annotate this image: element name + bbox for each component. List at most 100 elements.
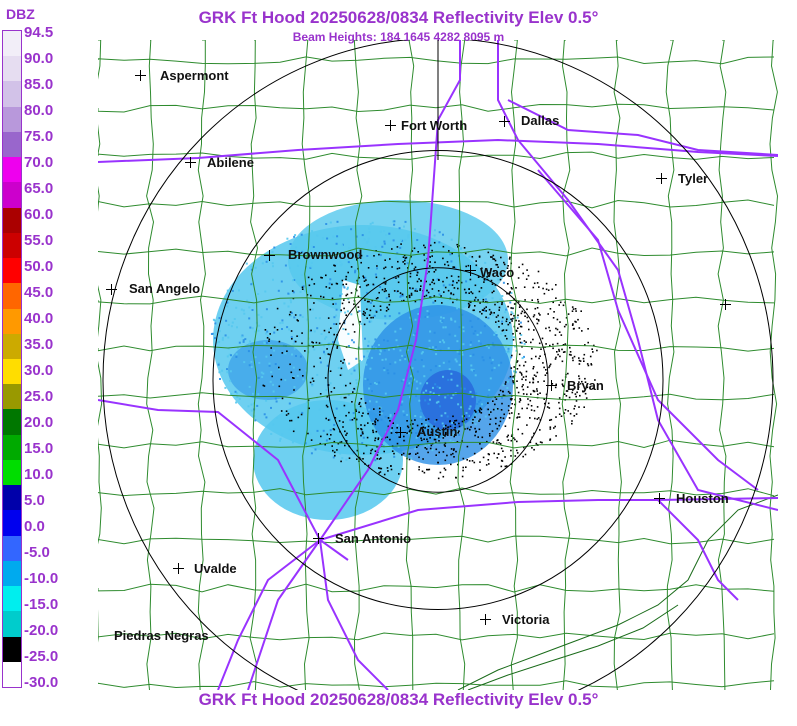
echo-speckle [339,396,342,399]
echo-speckle [420,352,423,355]
echo-speckle [370,419,373,422]
clutter-speckle [415,453,417,455]
echo-speckle [498,394,500,397]
clutter-speckle [506,267,509,269]
echo-speckle [420,359,423,361]
clutter-speckle [409,275,412,278]
clutter-speckle [558,413,561,415]
clutter-speckle [488,413,490,416]
echo-speckle [456,350,459,353]
echo-speckle [375,400,378,403]
clutter-speckle [571,310,574,312]
clutter-speckle [529,381,531,384]
clutter-speckle [402,261,404,263]
clutter-speckle [391,427,393,429]
clutter-speckle [409,287,411,289]
echo-speckle [256,404,259,407]
clutter-speckle [376,445,378,448]
clutter-speckle [501,323,503,325]
echo-speckle [367,344,370,347]
clutter-speckle [445,427,447,430]
echo-speckle [394,271,397,274]
echo-speckle [457,403,460,406]
clutter-speckle [446,276,448,279]
echo-speckle [339,294,342,297]
clutter-speckle [367,267,370,269]
echo-speckle [227,336,230,339]
clutter-speckle [398,436,401,438]
clutter-speckle [519,398,521,400]
echo-speckle [513,370,515,373]
clutter-speckle [442,257,444,260]
echo-speckle [384,322,387,325]
echo-speckle [335,314,338,317]
echo-speckle [322,429,325,432]
clutter-speckle [355,289,358,292]
clutter-speckle [554,358,557,360]
echo-speckle [468,407,471,410]
clutter-speckle [480,408,483,411]
clutter-speckle [498,442,500,444]
clutter-speckle [586,386,589,389]
clutter-speckle [350,266,353,268]
echo-speckle [376,267,378,270]
clutter-speckle [530,405,533,407]
echo-speckle [224,334,227,337]
echo-speckle [365,288,368,291]
echo-speckle [319,361,322,364]
echo-speckle [395,256,397,259]
clutter-speckle [470,426,472,428]
echo-speckle [310,261,313,264]
clutter-speckle [345,283,348,285]
echo-speckle [469,355,472,357]
echo-speckle [334,302,337,305]
clutter-speckle [312,380,315,382]
echo-speckle [346,404,348,407]
echo-speckle [435,436,438,439]
echo-speckle [415,436,418,439]
clutter-speckle [377,297,379,299]
echo-speckle [419,299,422,302]
clutter-speckle [453,435,455,438]
echo-speckle [406,262,409,265]
clutter-speckle [463,415,465,417]
clutter-speckle [578,357,580,359]
echo-speckle [271,262,274,265]
clutter-speckle [574,405,576,407]
echo-speckle [450,318,453,321]
clutter-speckle [343,321,345,324]
echo-speckle [417,313,420,315]
clutter-speckle [502,394,505,397]
echo-speckle [290,301,292,304]
echo-speckle [473,310,476,313]
clutter-speckle [350,292,353,294]
clutter-speckle [485,306,487,308]
clutter-speckle [569,346,571,349]
clutter-speckle [526,393,528,396]
clutter-speckle [501,329,504,332]
clutter-speckle [342,421,344,423]
echo-speckle [443,341,446,344]
clutter-speckle [392,422,394,424]
clutter-speckle [468,304,471,306]
clutter-speckle [485,310,487,312]
clutter-speckle [594,379,596,381]
city-marker-icon [654,493,665,504]
echo-speckle [461,313,464,316]
echo-speckle [254,266,257,269]
echo-speckle [227,323,230,326]
echo-speckle [469,343,472,346]
echo-speckle [461,351,463,354]
city-marker-icon [656,173,667,184]
city-label: Houston [676,491,729,506]
clutter-speckle [406,296,408,298]
echo-speckle [217,362,220,365]
legend-swatch [3,560,21,587]
clutter-speckle [361,415,363,417]
clutter-speckle [444,435,446,437]
clutter-speckle [336,347,338,349]
clutter-speckle [488,463,490,465]
echo-speckle [347,393,350,396]
clutter-speckle [358,403,360,405]
echo-speckle [328,328,331,331]
